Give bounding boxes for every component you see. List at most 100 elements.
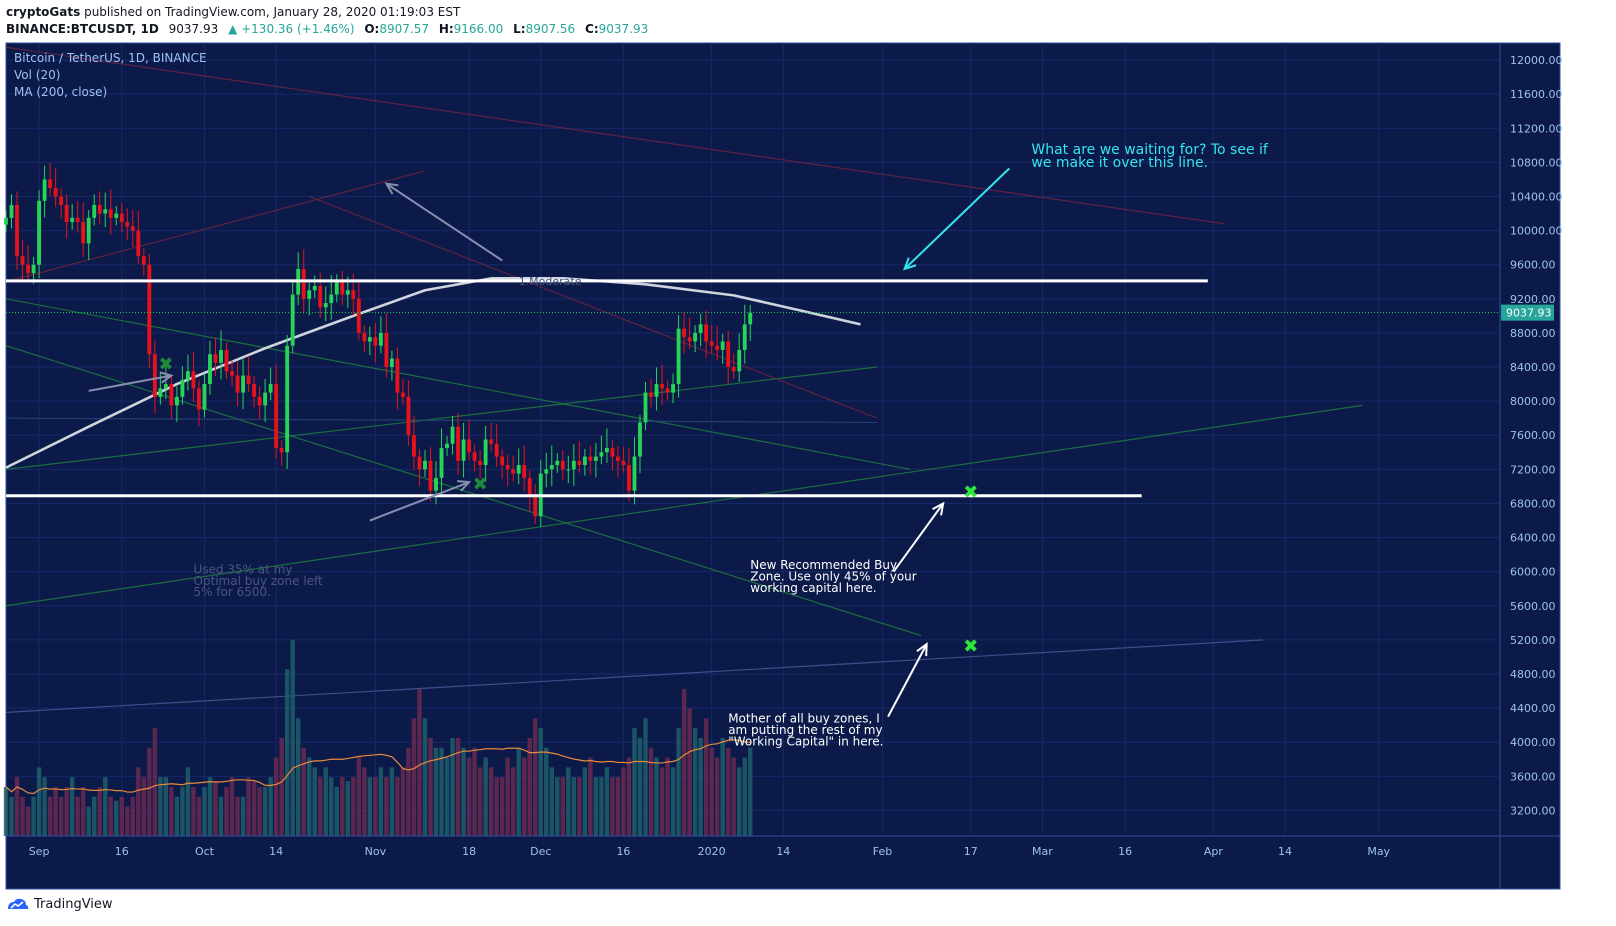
- candle-body: [715, 345, 720, 350]
- time-tick-label: 14: [1278, 845, 1292, 858]
- author-name[interactable]: cryptoGats: [6, 5, 81, 19]
- candle-body: [97, 205, 102, 214]
- candle-body: [566, 469, 571, 471]
- time-tick-label: 16: [1118, 845, 1132, 858]
- legend-volume[interactable]: Vol (20): [14, 68, 60, 82]
- volume-bar: [582, 767, 588, 836]
- candle-body: [489, 439, 494, 444]
- volume-bar: [527, 737, 532, 836]
- footer-brand[interactable]: TradingView: [6, 896, 113, 912]
- candle-body: [268, 384, 273, 393]
- candle-body: [616, 456, 620, 461]
- volume-bar: [676, 728, 681, 836]
- time-tick-label: 14: [269, 845, 283, 858]
- x-markers[interactable]: ✖ ✖ ✖ ✖: [158, 354, 978, 657]
- candle-body: [494, 443, 499, 457]
- volume-bar: [334, 786, 339, 836]
- candle-body: [582, 456, 587, 466]
- volume-bar: [64, 786, 69, 836]
- volume-bar: [610, 777, 615, 836]
- candle-body: [356, 298, 361, 333]
- volume-bars: [3, 639, 753, 836]
- price-tick-label: 7600.00: [1510, 429, 1556, 442]
- volume-bar: [522, 757, 527, 836]
- volume-bar: [42, 777, 47, 836]
- volume-bar: [714, 757, 720, 836]
- annotation-line: 5% for 6500.: [193, 585, 271, 599]
- volume-bar: [191, 786, 196, 836]
- volume-bar: [108, 796, 113, 836]
- volume-bar: [367, 777, 373, 836]
- candle-body: [544, 469, 549, 474]
- support-resistance-lines[interactable]: [6, 279, 1208, 498]
- trend-line: [5, 170, 426, 283]
- candle-body: [285, 345, 290, 453]
- volume-bar: [395, 777, 400, 836]
- legend-ma[interactable]: MA (200, close): [14, 85, 107, 99]
- legend-main[interactable]: Bitcoin / TetherUS, 1D, BINANCE: [14, 51, 207, 65]
- price-tick-label: 4000.00: [1510, 736, 1556, 749]
- price-axis[interactable]: 3200.00 3600.00 4000.00 4400.00 4800.00 5200.…: [1499, 43, 1563, 889]
- volume-bar: [731, 757, 736, 836]
- candle-body: [329, 294, 334, 304]
- volume-bar: [406, 747, 411, 836]
- price-change: ▲ +130.36 (+1.46%): [228, 22, 355, 36]
- volume-bar: [262, 786, 268, 836]
- volume-bar: [615, 777, 621, 836]
- volume-bar: [637, 737, 643, 836]
- candle-body: [627, 465, 631, 491]
- candle-body: [70, 217, 75, 223]
- open-label: O:: [364, 22, 380, 36]
- volume-bar: [444, 757, 450, 836]
- volume-bar: [681, 688, 687, 836]
- volume-bar: [218, 796, 224, 836]
- volume-bar: [461, 747, 466, 836]
- candle-body: [114, 213, 119, 218]
- volume-bar: [439, 747, 444, 836]
- candle-body: [560, 460, 565, 470]
- candle-body: [726, 341, 731, 368]
- candle-body: [263, 392, 268, 406]
- x-marker: ✖: [963, 636, 978, 657]
- text-annotations[interactable]: What are we waiting for? To see if we mak…: [193, 142, 1268, 749]
- candle-body: [500, 456, 505, 466]
- candle-body: [428, 460, 433, 491]
- candle-body: [434, 477, 438, 491]
- volume-bar: [428, 737, 433, 836]
- annotation-line: we make it over this line.: [1031, 155, 1208, 171]
- time-tick-label: Mar: [1032, 845, 1053, 858]
- volume-bar: [130, 796, 136, 836]
- candle-body: [108, 209, 113, 218]
- candle-body: [301, 268, 306, 299]
- candle-body: [37, 200, 42, 265]
- arrow-drawings[interactable]: [88, 167, 1011, 718]
- candle-body: [665, 388, 670, 393]
- candle-body: [367, 337, 372, 342]
- candle-body: [241, 375, 245, 393]
- candle-body: [401, 392, 405, 397]
- candle-body: [202, 384, 207, 410]
- candle-body: [169, 384, 174, 406]
- candlestick-series[interactable]: [4, 162, 753, 527]
- volume-bar: [125, 806, 130, 836]
- arrow-head: [932, 501, 945, 516]
- volume-bar: [103, 777, 108, 836]
- volume-bar: [709, 747, 714, 836]
- candle-body: [158, 388, 163, 397]
- annotation-line: Optimal buy zone left: [193, 574, 323, 588]
- volume-bar: [725, 747, 731, 836]
- volume-bar: [533, 718, 538, 836]
- candle-body: [417, 456, 422, 470]
- time-axis[interactable]: Sep 16 Oct 14 Nov 18 Dec 16 2020 14 Feb 17 Mar 16 Apr 1…: [6, 835, 1560, 858]
- low-label: L:: [513, 22, 526, 36]
- trend-line: [5, 404, 1363, 607]
- volume-bar: [742, 757, 747, 836]
- volume-bar: [290, 639, 295, 836]
- time-tick-label: 16: [115, 845, 129, 858]
- annotation: What are we waiting for? To see if we mak…: [1031, 142, 1269, 171]
- candle-body: [709, 341, 714, 346]
- candle-body: [4, 217, 8, 225]
- annotation-line: Used 35% at my: [193, 562, 292, 576]
